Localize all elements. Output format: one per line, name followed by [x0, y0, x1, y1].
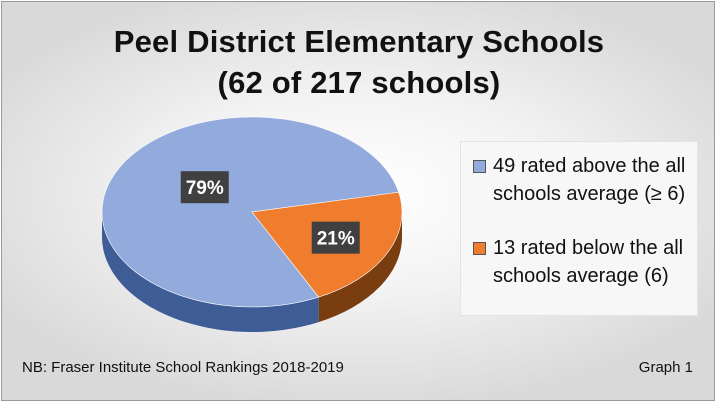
data-label-box-above [180, 171, 229, 204]
data-label-above: 79% [186, 178, 224, 199]
pie-slice-above [101, 116, 400, 308]
pie-side-above [102, 212, 319, 332]
data-label-box-below [311, 221, 360, 254]
chart-title: Peel District Elementary Schools [113, 24, 605, 59]
legend-swatch-below [473, 242, 486, 255]
source-note: NB: Fraser Institute School Rankings 201… [22, 359, 344, 376]
legend-label-above: 49 rated above the all schools average (… [493, 155, 686, 205]
data-label-below: 21% [317, 229, 355, 250]
pie-side-below [318, 212, 402, 323]
legend-swatch-above [473, 160, 486, 173]
legend: 49 rated above the all schools average (… [460, 141, 698, 316]
graph-label: Graph 1 [638, 359, 693, 376]
chart-subtitle: (62 of 217 schools) [217, 65, 501, 100]
legend-label-below: 13 rated below the all schools average (… [493, 237, 684, 287]
